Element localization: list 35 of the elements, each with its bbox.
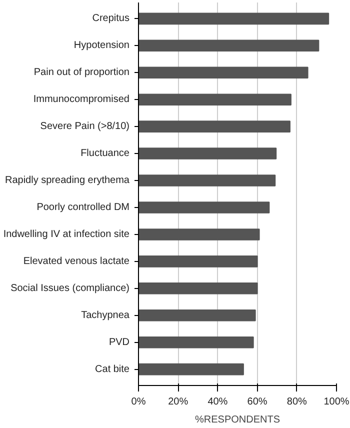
- y-tick-label: Crepitus: [92, 13, 130, 24]
- x-tick-label: 40%: [208, 396, 228, 408]
- bar: [138, 12, 330, 25]
- y-tick-label: Cat bite: [95, 364, 130, 375]
- y-tick-label: Elevated venous lactate: [23, 256, 130, 267]
- bar: [138, 363, 244, 376]
- bar: [138, 148, 277, 160]
- x-tick-label: 80%: [286, 396, 308, 408]
- y-tick-label: Indwelling IV at infection site: [3, 228, 130, 240]
- x-tick-label: 60%: [247, 396, 268, 408]
- y-tick-label: Poorly controlled DM: [36, 202, 130, 213]
- y-tick-label: Social Issues (compliance): [10, 282, 130, 294]
- bar: [138, 336, 254, 348]
- bar: [138, 120, 290, 132]
- x-tick-label: 0%: [131, 396, 146, 408]
- y-tick-label: Fluctuance: [80, 148, 130, 160]
- y-tick-label: Rapidly spreading erythema: [4, 175, 130, 186]
- y-tick-label: Tachypnea: [81, 310, 130, 321]
- y-tick-label: Immunocompromised: [33, 94, 130, 106]
- bar: [138, 40, 320, 52]
- bar: [138, 94, 292, 106]
- y-tick-label: Severe Pain (>8/10): [40, 121, 130, 132]
- y-tick-label: Hypotension: [74, 40, 130, 52]
- x-axis-title: %RESPONDENTS: [194, 414, 280, 426]
- bar: [138, 228, 260, 240]
- bar: [138, 66, 308, 79]
- bar: [138, 309, 256, 322]
- bar: [138, 256, 258, 268]
- bar: [138, 202, 270, 214]
- x-tick-label: 100%: [324, 396, 350, 408]
- y-tick-label: Pain out of proportion: [34, 67, 130, 78]
- bar: [138, 282, 258, 294]
- x-tick-label: 20%: [168, 396, 188, 408]
- y-tick-label: PVD: [108, 336, 130, 348]
- bar: [138, 174, 276, 186]
